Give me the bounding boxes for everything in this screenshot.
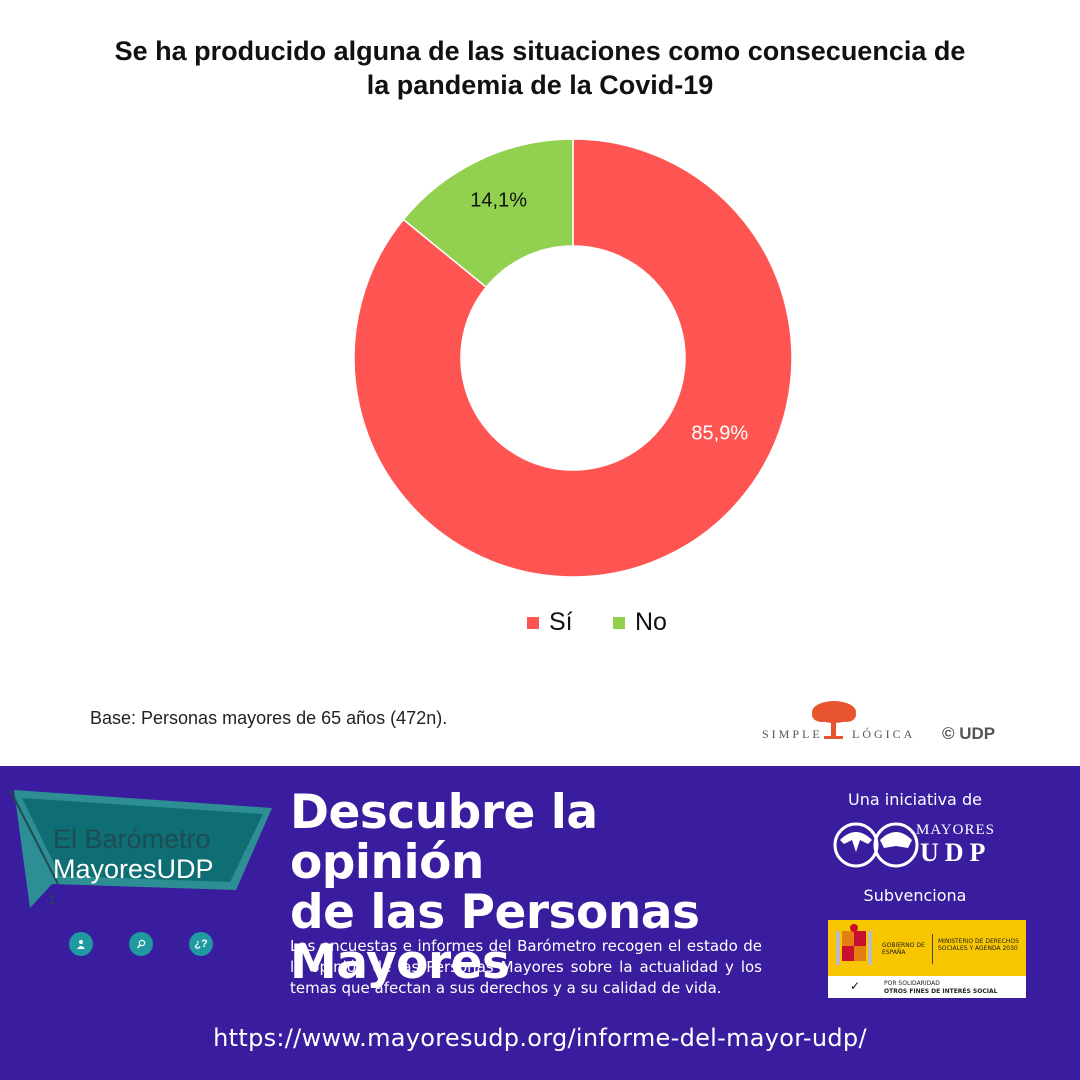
legend-label-si: Sí xyxy=(549,608,573,636)
headline-line-2: de las Personas xyxy=(290,885,700,940)
globe-icon xyxy=(833,822,919,868)
legend-label-no: No xyxy=(635,608,667,636)
chart-title: Se ha producido alguna de las situacione… xyxy=(40,34,1040,102)
mayores-logo-bottom: UDP xyxy=(920,838,992,867)
legend-swatch-no xyxy=(613,616,625,629)
gobierno-logo: GOBIERNO DE ESPAÑA MINISTERIO DE DERECHO… xyxy=(828,920,1026,998)
gobierno-top: GOBIERNO DE ESPAÑA MINISTERIO DE DERECHO… xyxy=(828,920,1026,976)
search-icon[interactable] xyxy=(129,932,153,956)
mayores-udp-logo: MAYORES UDP xyxy=(830,818,1010,868)
gobierno-bottom: ✓ POR SOLIDARIDAD OTROS FINES DE INTERÉS… xyxy=(828,976,1026,998)
tree-icon xyxy=(812,701,856,739)
logica-word: LÓGICA xyxy=(852,727,916,741)
initiative-label: Una iniciativa de xyxy=(848,790,982,809)
donut-label-no: 14,1% xyxy=(470,190,527,212)
fines-text: OTROS FINES DE INTERÉS SOCIAL xyxy=(884,988,998,995)
barometro-badge: 1 El Barómetro MayoresUDP xyxy=(8,786,276,908)
legend-item-si: Sí xyxy=(527,608,573,637)
banner-description: Las encuestas e informes del Barómetro r… xyxy=(290,937,762,997)
udp-credit: © UDP xyxy=(942,724,996,743)
donut-slice-si xyxy=(353,138,793,578)
subvenciona-label: Subvenciona xyxy=(863,886,967,905)
informe-link[interactable]: https://www.mayoresudp.org/informe-del-m… xyxy=(213,1024,867,1052)
coat-of-arms-icon xyxy=(836,924,872,965)
promo-banner: 1 El Barómetro MayoresUDP ¿? Descubre la… xyxy=(0,766,1080,1080)
chart-title-line-2: la pandemia de la Covid-19 xyxy=(366,70,714,100)
svg-text:1: 1 xyxy=(48,893,56,907)
chart-area: Se ha producido alguna de las situacione… xyxy=(0,34,1080,748)
person-icon[interactable] xyxy=(69,932,93,956)
solidaridad-text: POR SOLIDARIDAD xyxy=(884,980,940,987)
check-icon: ✓ xyxy=(850,979,861,993)
donut-slice-no xyxy=(402,138,574,289)
ministerio-text: MINISTERIO DE DERECHOS SOCIALES Y AGENDA… xyxy=(938,938,1019,952)
badge-line-2: MayoresUDP xyxy=(53,854,214,884)
badge-line-1: El Barómetro xyxy=(53,824,211,854)
gov-divider xyxy=(932,934,933,964)
badge-shape: 1 xyxy=(9,789,272,908)
chart-legend: Sí No xyxy=(0,608,1080,648)
legend-item-no: No xyxy=(613,608,667,637)
base-footnote: Base: Personas mayores de 65 años (472n)… xyxy=(90,708,448,728)
question-icon[interactable]: ¿? xyxy=(189,932,213,956)
headline-line-1: Descubre la opinión xyxy=(290,785,598,890)
headline-line-3: Mayores xyxy=(290,935,510,990)
simple-word: SIMPLE xyxy=(762,727,823,741)
donut-label-si: 85,9% xyxy=(691,423,748,445)
gobierno-text: GOBIERNO DE ESPAÑA xyxy=(882,942,925,956)
headline: Descubre la opinión de las Personas Mayo… xyxy=(290,788,790,988)
chart-title-line-1: Se ha producido alguna de las situacione… xyxy=(114,36,966,66)
legend-swatch-si xyxy=(527,616,539,629)
simple-logica-logo: SIMPLE LÓGICA xyxy=(760,698,930,748)
mayores-logo-top: MAYORES xyxy=(916,822,995,838)
donut-chart: 85,9% 14,1% xyxy=(353,138,793,578)
